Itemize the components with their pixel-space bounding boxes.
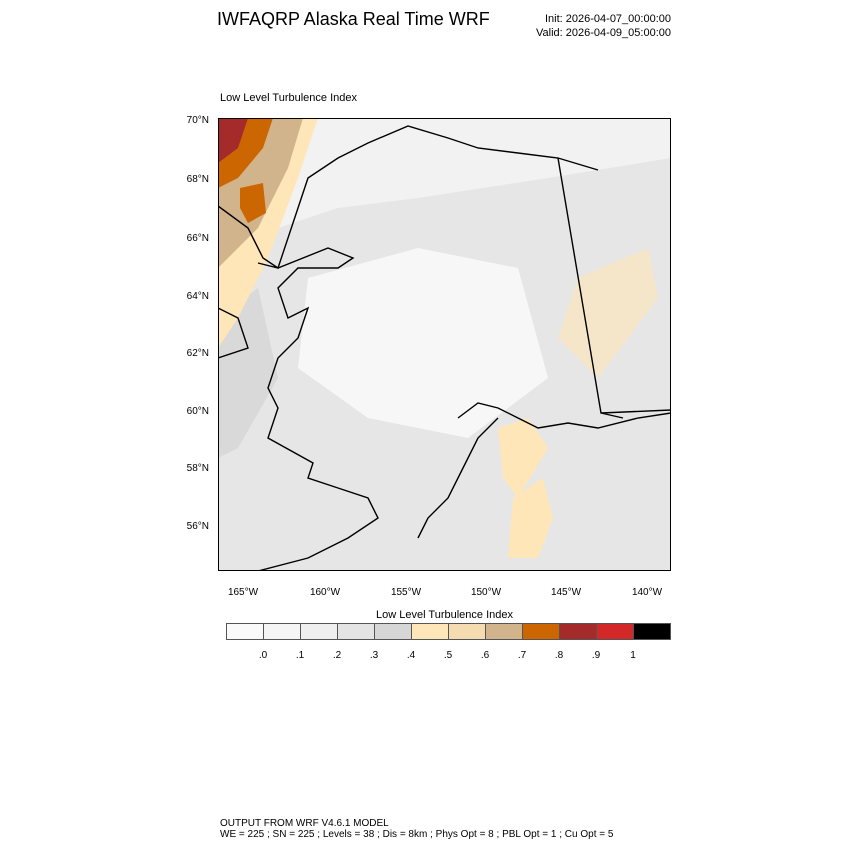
colorbar-label: .4: [406, 650, 416, 661]
colorbar-label: .9: [591, 650, 601, 661]
shade-region-interior: [298, 248, 548, 438]
colorbar-label: .6: [480, 650, 490, 661]
lat-label: 62°N: [186, 348, 209, 359]
figure-title: IWFAQRP Alaska Real Time WRF: [217, 9, 490, 29]
colorbar-title: Low Level Turbulence Index: [376, 609, 513, 621]
colorbar-swatch: [523, 624, 560, 639]
lat-label: 58°N: [186, 463, 209, 474]
colorbar-label: .5: [443, 650, 453, 661]
colorbar-swatch: [486, 624, 523, 639]
map-frame: [218, 118, 671, 571]
init-time: Init: 2026-04-07_00:00:00: [545, 13, 671, 25]
colorbar-swatch: [449, 624, 486, 639]
colorbar-swatch: [412, 624, 449, 639]
colorbar-label: .8: [554, 650, 564, 661]
turb-patch-gulf: [508, 478, 553, 558]
plot-subtitle: Low Level Turbulence Index: [220, 92, 357, 104]
border-line: [557, 157, 671, 419]
footer-config: WE = 225 ; SN = 225 ; Levels = 38 ; Dis …: [220, 829, 614, 840]
lat-label: 60°N: [186, 406, 209, 417]
shade-region-west: [218, 288, 278, 458]
colorbar-label: .3: [369, 650, 379, 661]
lat-label: 66°N: [186, 233, 209, 244]
colorbar-label: .7: [517, 650, 527, 661]
coastlines: [218, 125, 671, 571]
lat-label: 56°N: [186, 521, 209, 532]
colorbar-label: .2: [332, 650, 342, 661]
lat-label: 68°N: [186, 174, 209, 185]
colorbar-swatch: [375, 624, 412, 639]
lon-label: 155°W: [390, 587, 422, 598]
lon-label: 145°W: [550, 587, 582, 598]
turb-08-region: [218, 118, 248, 163]
lon-label: 165°W: [227, 587, 259, 598]
colorbar-swatch: [560, 624, 597, 639]
lon-label: 150°W: [470, 587, 502, 598]
lat-label: 64°N: [186, 291, 209, 302]
colorbar-label: .0: [258, 650, 268, 661]
turb-patch-interior-east: [558, 248, 658, 378]
colorbar: [226, 623, 671, 640]
turb-patch-cook-inlet: [498, 418, 548, 498]
valid-time: Valid: 2026-04-09_05:00:00: [536, 27, 671, 39]
turbulence-map: [218, 118, 671, 571]
colorbar-swatch: [264, 624, 301, 639]
colorbar-swatch: [634, 624, 670, 639]
lon-label: 140°W: [631, 587, 663, 598]
colorbar-swatch: [301, 624, 338, 639]
colorbar-swatch: [597, 624, 634, 639]
colorbar-swatch: [227, 624, 264, 639]
colorbar-swatch: [338, 624, 375, 639]
footer-model: OUTPUT FROM WRF V4.6.1 MODEL: [220, 818, 389, 829]
turb-07-patch: [240, 183, 266, 223]
lon-label: 160°W: [309, 587, 341, 598]
lat-label: 70°N: [186, 115, 209, 126]
colorbar-label: 1: [630, 650, 636, 661]
colorbar-label: .1: [295, 650, 305, 661]
